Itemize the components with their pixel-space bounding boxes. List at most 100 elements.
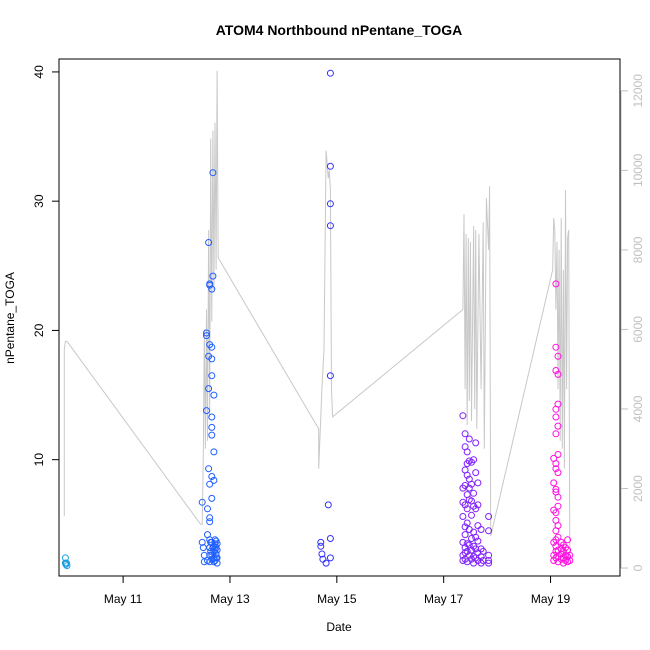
data-point-series-4 (461, 501, 469, 509)
data-point-series-2 (208, 423, 216, 431)
y-axis-title: nPentane_TOGA (3, 272, 17, 364)
data-point-series-4 (461, 430, 469, 438)
altitude-line-layer (63, 70, 571, 561)
data-point-series-2 (198, 498, 206, 506)
data-point-series-3 (326, 162, 334, 170)
data-point-series-2 (207, 547, 215, 555)
data-point-series-4 (472, 469, 480, 477)
data-point-series-2 (209, 169, 217, 177)
data-point-series-4 (463, 519, 471, 527)
data-point-series-2 (213, 559, 221, 567)
data-point-series-2 (208, 431, 216, 439)
data-point-series-2 (208, 343, 216, 351)
data-point-series-2 (208, 494, 216, 502)
data-point-series-2 (208, 473, 216, 480)
chart-title: ATOM4 Northbound nPentane_TOGA (216, 22, 463, 38)
data-point-series-5 (552, 485, 560, 493)
data-point-series-4 (461, 531, 469, 539)
data-point-series-2 (210, 476, 218, 484)
y-tick-label: 40 (32, 65, 46, 79)
data-point-series-4 (472, 439, 480, 447)
data-point-series-5 (552, 460, 560, 468)
y2-tick-label: 8000 (631, 236, 645, 263)
data-point-series-2 (208, 355, 216, 363)
data-point-series-5 (554, 502, 562, 510)
data-point-series-2 (213, 554, 221, 562)
data-point-series-5 (554, 451, 562, 458)
data-point-series-5 (554, 352, 562, 360)
data-point-series-5 (554, 533, 562, 541)
data-point-series-3 (326, 554, 334, 562)
y2-tick-label: 2000 (631, 475, 645, 502)
data-point-series-2 (206, 480, 214, 488)
data-point-series-2 (208, 285, 216, 293)
data-point-series-4 (468, 535, 475, 542)
x-axis: May 11 May 13 May 15 May 17 May 19 (104, 576, 571, 606)
data-point-series-2 (210, 391, 218, 399)
y2-axis: 0 2000 4000 6000 8000 10000 12000 (620, 74, 645, 571)
data-point-series-2 (212, 550, 220, 558)
data-point-series-5 (552, 465, 560, 473)
data-point-series-4 (472, 505, 480, 513)
data-point-series-5 (554, 522, 562, 530)
data-point-series-4 (468, 511, 475, 519)
data-point-series-2 (210, 448, 218, 456)
data-point-series-4 (479, 547, 487, 555)
data-point-series-5 (554, 493, 562, 501)
y2-tick-label: 6000 (631, 316, 645, 343)
data-point-series-5 (552, 367, 560, 374)
data-point-series-2 (211, 536, 219, 544)
data-point-series-2 (203, 329, 210, 337)
data-point-series-2 (208, 413, 216, 421)
data-point-series-4 (463, 547, 471, 555)
data-point-series-4 (485, 557, 493, 564)
data-point-series-2 (206, 281, 214, 289)
data-point-series-3 (326, 222, 334, 230)
data-point-series-3 (317, 538, 325, 546)
data-point-series-5 (552, 343, 560, 351)
data-point-series-5 (554, 422, 562, 430)
data-point-series-5 (554, 400, 562, 408)
data-point-series-2 (205, 239, 213, 246)
data-point-series-2 (198, 538, 206, 546)
data-point-series-3 (324, 501, 332, 509)
altitude-line (63, 70, 571, 561)
x-tick-label: May 11 (104, 592, 143, 606)
data-point-series-3 (318, 550, 326, 558)
data-point-series-1 (63, 562, 71, 570)
x-tick-label: May 13 (210, 592, 250, 606)
y-tick-label: 10 (32, 453, 46, 467)
data-point-series-4 (474, 522, 482, 530)
data-point-series-4 (474, 537, 482, 545)
data-point-series-4 (459, 513, 467, 520)
data-point-series-5 (566, 557, 574, 564)
data-point-series-4 (463, 471, 471, 479)
data-point-series-4 (479, 557, 487, 564)
data-point-series-2 (209, 272, 217, 280)
y-tick-label: 20 (32, 323, 46, 337)
data-point-series-4 (470, 489, 478, 497)
data-point-series-1 (63, 559, 70, 567)
y-axis: 10 20 30 40 (32, 65, 59, 466)
x-tick-label: May 17 (424, 592, 464, 606)
y2-tick-label: 12000 (631, 74, 645, 108)
data-point-series-1 (61, 554, 69, 562)
data-point-series-2 (200, 551, 208, 559)
x-tick-label: May 15 (317, 592, 357, 606)
data-point-series-2 (206, 514, 214, 522)
y-tick-label: 30 (32, 194, 46, 208)
data-point-series-2 (203, 332, 210, 340)
data-point-series-2 (204, 505, 211, 513)
data-point-series-5 (554, 370, 562, 378)
data-point-series-4 (468, 546, 475, 554)
data-point-series-5 (566, 551, 574, 559)
data-points-layer (61, 69, 574, 570)
data-point-series-5 (552, 430, 560, 438)
x-tick-label: May 19 (531, 592, 571, 606)
data-point-series-2 (203, 407, 210, 415)
data-point-series-4 (472, 545, 480, 553)
data-point-series-5 (552, 280, 560, 288)
data-point-series-3 (326, 69, 334, 77)
data-point-series-5 (564, 536, 572, 544)
